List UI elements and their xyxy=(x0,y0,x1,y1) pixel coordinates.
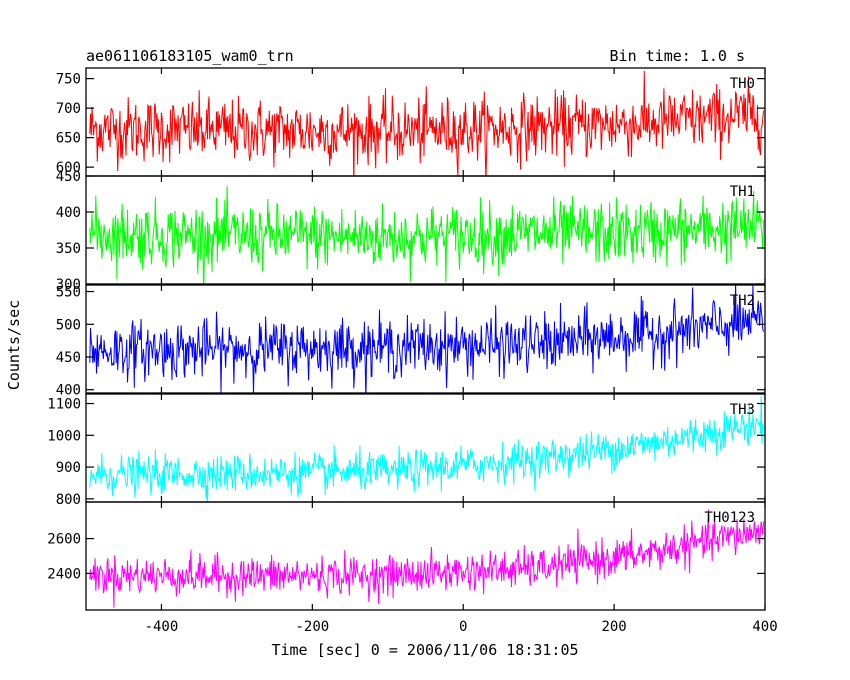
panel-label-th0123: TH0123 xyxy=(704,510,755,526)
panel-frame-th1 xyxy=(85,175,766,285)
series-line-th1 xyxy=(89,185,764,284)
panel-label-th1: TH1 xyxy=(730,184,755,200)
x-tick-label: -200 xyxy=(295,619,329,635)
y-tick-label: 350 xyxy=(56,241,81,257)
x-tick-label: 200 xyxy=(601,619,626,635)
y-tick-label: 1000 xyxy=(47,428,81,444)
y-tick-label: 450 xyxy=(56,169,81,185)
y-tick-label: 400 xyxy=(56,383,81,399)
y-tick-label: 2600 xyxy=(47,532,81,548)
chart-title: ae061106183105_wam0_trn xyxy=(86,47,294,65)
y-tick-label: 1100 xyxy=(47,397,81,413)
x-tick-label: 400 xyxy=(752,619,777,635)
x-tick-label: 0 xyxy=(459,619,467,635)
panel-label-th0: TH0 xyxy=(730,76,755,92)
y-tick-label: 450 xyxy=(56,350,81,366)
y-tick-label: 500 xyxy=(56,317,81,333)
y-tick-label: 650 xyxy=(56,131,81,147)
bin-time-label: Bin time: 1.0 s xyxy=(610,47,745,65)
series-line-th2 xyxy=(89,285,764,393)
y-tick-label: 550 xyxy=(56,285,81,301)
panel-frame-th0123 xyxy=(85,501,766,611)
y-tick-label: 700 xyxy=(56,101,81,117)
y-axis-label: Counts/sec xyxy=(5,300,23,390)
x-axis-label: Time [sec] 0 = 2006/11/06 18:31:05 xyxy=(271,641,578,659)
y-tick-label: 900 xyxy=(56,460,81,476)
y-tick-label: 400 xyxy=(56,205,81,221)
y-tick-label: 800 xyxy=(56,492,81,508)
y-tick-label: 750 xyxy=(56,72,81,88)
series-line-th0 xyxy=(89,70,764,176)
y-tick-label: 2400 xyxy=(47,566,81,582)
panel-label-th3: TH3 xyxy=(730,402,755,418)
series-line-th0123 xyxy=(89,509,764,608)
panel-label-th2: TH2 xyxy=(730,293,755,309)
panel-frame-th2 xyxy=(85,284,766,394)
panels-group: 600 650 700 750 TH0 300 350 400 450 TH1 400 450 500 5… xyxy=(47,67,778,635)
y-tick-label: 300 xyxy=(56,277,81,293)
y-tick-label: 600 xyxy=(56,160,81,176)
x-tick-label: -400 xyxy=(145,619,179,635)
series-line-th3 xyxy=(89,396,764,502)
